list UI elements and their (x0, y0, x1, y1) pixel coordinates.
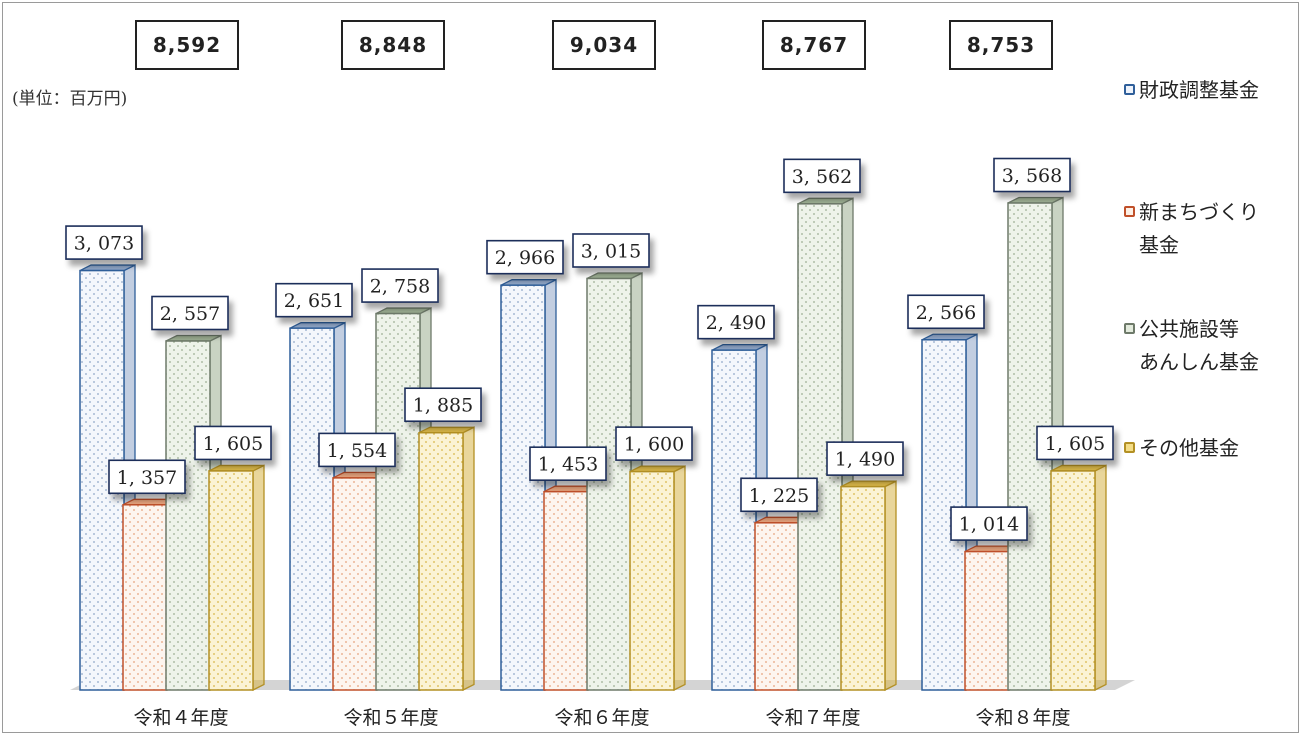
svg-text:1, 225: 1, 225 (749, 485, 809, 507)
legend-label: その他基金 (1139, 436, 1239, 460)
x-tick-label: 令和４年度 (133, 707, 228, 729)
total-box-r5: 8,848 (341, 20, 445, 70)
svg-text:2, 758: 2, 758 (370, 276, 430, 298)
legend-swatch-sonota (1124, 442, 1135, 453)
total-box-r8: 8,753 (949, 20, 1053, 70)
legend-item-sonota: その他基金 (1124, 432, 1239, 465)
svg-text:1, 490: 1, 490 (835, 449, 895, 471)
svg-text:1, 554: 1, 554 (327, 440, 387, 462)
bar (840, 480, 897, 692)
data-label: 2, 651 (275, 282, 353, 318)
unit-label: (単位：百万円) (12, 89, 128, 109)
legend-swatch-machizukuri (1124, 206, 1135, 217)
svg-text:3, 073: 3, 073 (74, 233, 134, 255)
legend-item-koukyou: 公共施設等 あんしん基金 (1124, 313, 1259, 379)
svg-text:2, 966: 2, 966 (495, 247, 555, 269)
svg-text:3, 562: 3, 562 (792, 166, 852, 188)
legend-swatch-koukyou (1124, 323, 1135, 334)
data-label: 3, 562 (783, 158, 861, 194)
total-box-r6: 9,034 (552, 20, 656, 70)
svg-text:1, 453: 1, 453 (538, 454, 598, 476)
svg-text:2, 651: 2, 651 (284, 290, 344, 312)
data-label: 1, 357 (108, 459, 186, 495)
data-label: 2, 566 (907, 294, 985, 330)
svg-text:1, 357: 1, 357 (117, 467, 177, 489)
legend-swatch-zaisei (1124, 84, 1135, 95)
bar (1050, 464, 1107, 692)
data-label: 1, 605 (194, 425, 272, 461)
x-tick-label: 令和７年度 (765, 707, 860, 729)
svg-text:1, 605: 1, 605 (203, 433, 263, 455)
data-label: 1, 490 (826, 441, 904, 476)
legend-label: 公共施設等 あんしん基金 (1139, 317, 1259, 374)
svg-text:1, 014: 1, 014 (959, 514, 1019, 536)
data-label: 3, 568 (993, 157, 1071, 193)
legend-label: 財政調整基金 (1139, 78, 1259, 102)
data-label: 2, 758 (361, 268, 439, 303)
legend-label: 新まちづくり 基金 (1139, 200, 1259, 257)
bar (629, 465, 686, 692)
svg-text:2, 490: 2, 490 (706, 312, 766, 334)
data-label: 1, 453 (529, 446, 607, 481)
bar (586, 271, 643, 692)
x-tick-label: 令和６年度 (554, 707, 649, 729)
bar (418, 426, 475, 692)
data-label: 2, 557 (151, 295, 229, 331)
svg-text:2, 557: 2, 557 (160, 303, 220, 325)
data-label: 3, 073 (65, 225, 143, 260)
svg-text:1, 605: 1, 605 (1045, 433, 1105, 455)
data-label: 3, 015 (572, 233, 650, 268)
data-label: 1, 605 (1036, 425, 1114, 461)
data-label: 1, 225 (740, 477, 818, 513)
x-tick-label: 令和８年度 (975, 707, 1070, 729)
svg-text:1, 885: 1, 885 (413, 395, 473, 417)
bar (289, 321, 346, 692)
svg-text:2, 566: 2, 566 (916, 302, 976, 324)
legend-item-zaisei: 財政調整基金 (1124, 74, 1259, 107)
svg-text:3, 568: 3, 568 (1002, 165, 1062, 187)
data-label: 1, 554 (318, 432, 396, 468)
bar (208, 464, 265, 692)
data-label: 2, 490 (697, 304, 775, 340)
total-box-r7: 8,767 (762, 20, 866, 70)
total-box-r4: 8,592 (135, 20, 239, 70)
data-label: 1, 600 (615, 426, 693, 461)
svg-text:1, 600: 1, 600 (624, 434, 684, 456)
legend-item-machizukuri: 新まちづくり 基金 (1124, 196, 1259, 262)
data-label: 2, 966 (486, 239, 564, 275)
svg-text:3, 015: 3, 015 (581, 240, 641, 262)
x-tick-label: 令和５年度 (343, 707, 438, 729)
data-label: 1, 885 (404, 387, 482, 423)
data-label: 1, 014 (950, 506, 1028, 541)
